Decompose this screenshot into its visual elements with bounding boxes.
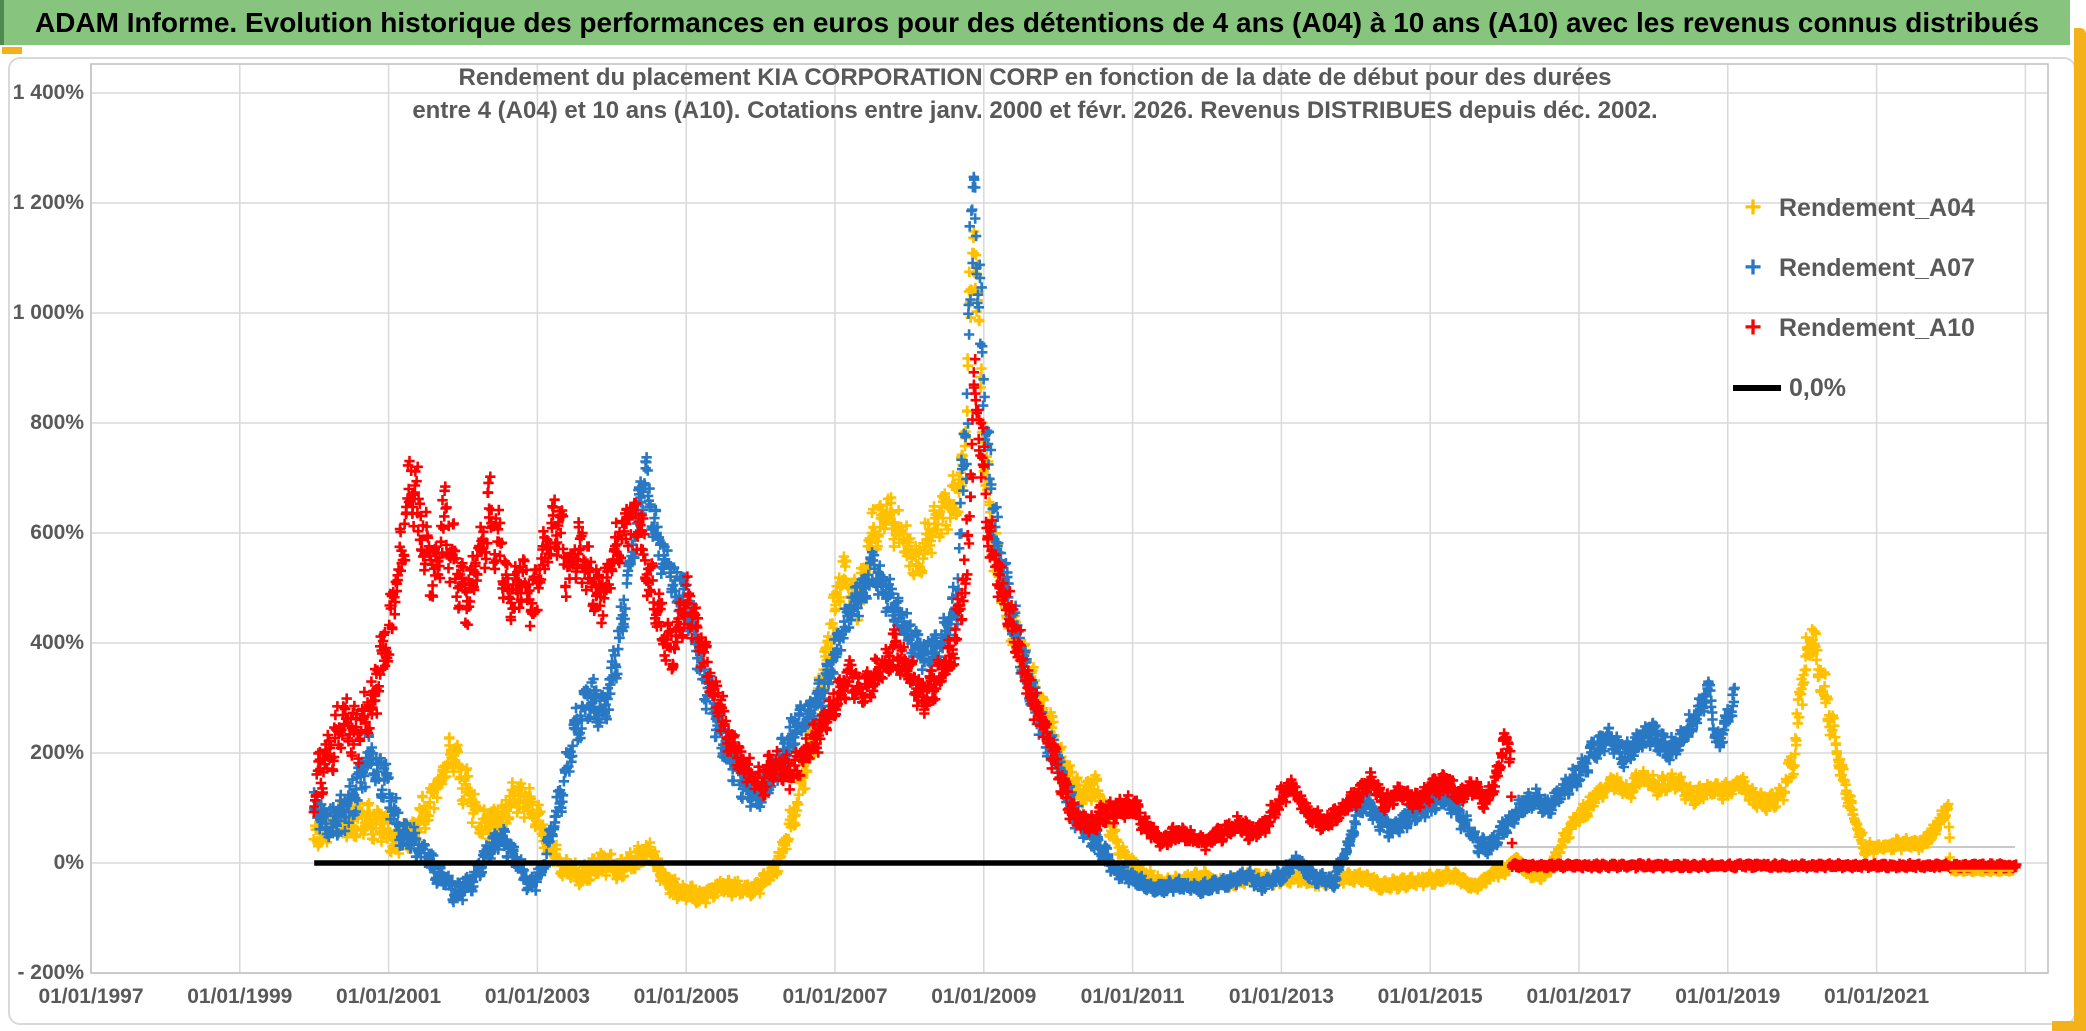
line-marker-icon bbox=[1733, 385, 1781, 391]
legend-label: Rendement_A10 bbox=[1779, 313, 1975, 342]
legend-item-rendement-a10[interactable]: + Rendement_A10 bbox=[1744, 311, 1975, 344]
legend-label: Rendement_A04 bbox=[1779, 193, 1975, 222]
legend-item-zero-line[interactable]: 0,0% bbox=[1733, 358, 1993, 418]
x-axis-label: 01/01/2009 bbox=[931, 985, 1037, 1008]
legend-item-rendement-a04[interactable]: + Rendement_A04 bbox=[1744, 191, 1975, 224]
y-axis-label: 400% bbox=[30, 631, 84, 654]
x-axis-label: 01/01/2011 bbox=[1080, 985, 1185, 1008]
x-axis-label: 01/01/2005 bbox=[633, 985, 739, 1008]
y-axis-label: - 200% bbox=[17, 961, 84, 984]
chart-title: Rendement du placement KIA CORPORATION C… bbox=[250, 61, 1820, 127]
legend-item-rendement-a07[interactable]: + Rendement_A07 bbox=[1744, 251, 1975, 284]
x-axis-label: 01/01/2015 bbox=[1377, 985, 1483, 1008]
legend: + Rendement_A04 + Rendement_A07 + Rendem… bbox=[1733, 178, 1993, 418]
legend-label: 0,0% bbox=[1789, 373, 1846, 402]
y-axis-label: 0% bbox=[53, 851, 84, 874]
plot-frame bbox=[90, 63, 2049, 974]
x-axis-label: 01/01/2019 bbox=[1675, 985, 1781, 1008]
x-axis-label: 01/01/2001 bbox=[336, 985, 442, 1008]
title-banner: ADAM Informe. Evolution historique des p… bbox=[0, 0, 2070, 45]
y-axis-label: 1 400% bbox=[12, 81, 84, 104]
y-axis-label: 200% bbox=[30, 741, 84, 764]
frame-accent-bottom-right bbox=[2052, 1021, 2086, 1031]
banner-text: ADAM Informe. Evolution historique des p… bbox=[34, 6, 2040, 38]
y-axis-label: 600% bbox=[30, 521, 84, 544]
x-axis-label: 01/01/2017 bbox=[1526, 985, 1632, 1008]
frame-accent-left bbox=[2, 47, 22, 54]
x-axis-label: 01/01/2007 bbox=[782, 985, 888, 1008]
x-axis-label: 01/01/2013 bbox=[1228, 985, 1334, 1008]
legend-label: Rendement_A07 bbox=[1779, 253, 1975, 282]
x-axis-label: 01/01/2003 bbox=[484, 985, 590, 1008]
x-axis-label: 01/01/1999 bbox=[187, 985, 293, 1008]
chart-title-line1: Rendement du placement KIA CORPORATION C… bbox=[458, 64, 1612, 91]
chart-title-line2: entre 4 (A04) et 10 ans (A10). Cotations… bbox=[412, 97, 1658, 124]
frame-accent-right bbox=[2074, 28, 2086, 1031]
y-axis-label: 1 000% bbox=[12, 301, 84, 324]
y-axis-label: 1 200% bbox=[12, 191, 84, 214]
x-axis-label: 01/01/2021 bbox=[1824, 985, 1930, 1008]
y-axis-label: 800% bbox=[30, 411, 84, 434]
x-axis-label: 01/01/1997 bbox=[38, 985, 144, 1008]
